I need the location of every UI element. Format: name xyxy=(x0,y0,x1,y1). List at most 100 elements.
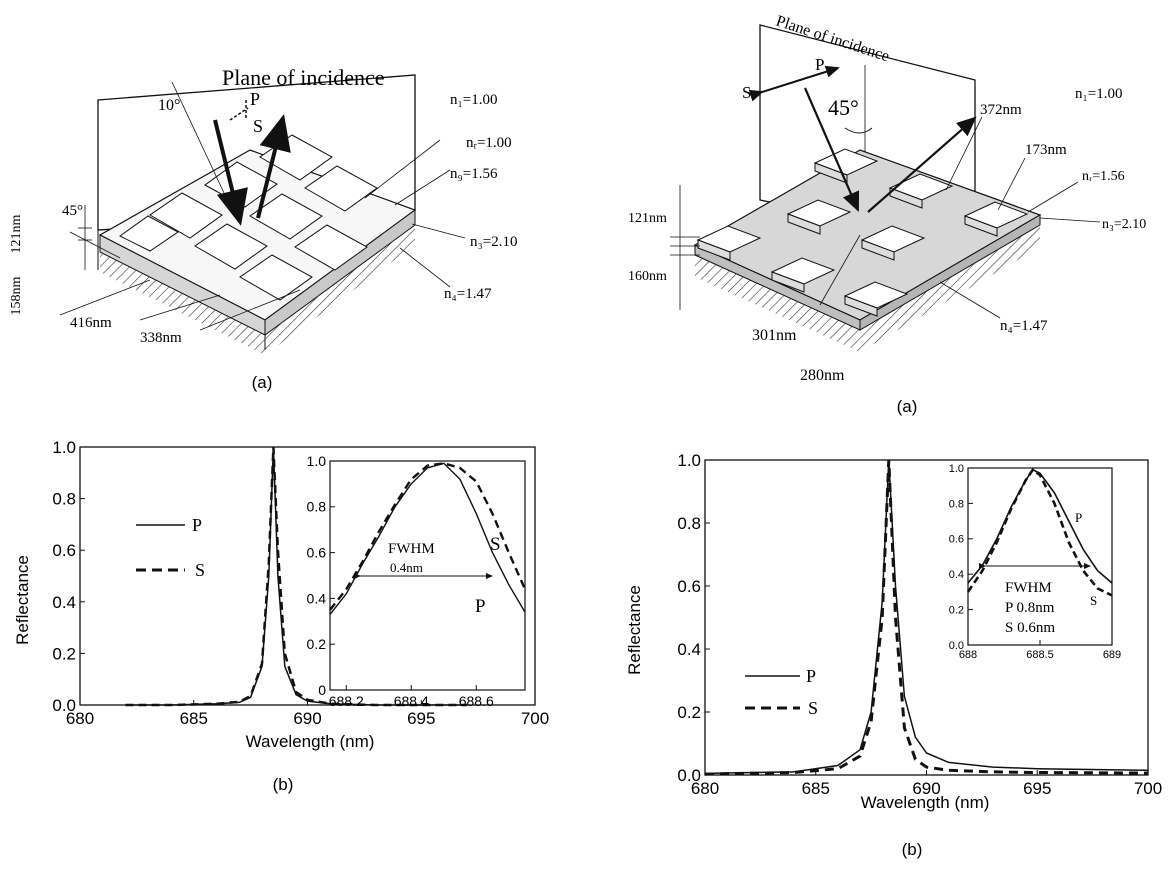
left-caption-b: (b) xyxy=(273,775,294,794)
right-main-ytick-label: 1.0 xyxy=(677,451,701,470)
left-inset-ytick-label: 0.4 xyxy=(307,590,327,606)
left-inset-ytick-label: 1.0 xyxy=(307,453,327,469)
right-caption-b: (b) xyxy=(902,840,923,859)
right-diagram: Plane of incidence P S 45° n₁=1.00 372nm… xyxy=(628,13,1146,416)
right-main-ytick-label: 0.4 xyxy=(677,640,701,659)
left-inset-xtick-label: 688.2 xyxy=(329,693,364,709)
left-angle-side: 45° xyxy=(62,203,83,219)
left-legend-p: P xyxy=(192,515,202,535)
left-n4: n₄=1.47 xyxy=(444,286,492,302)
right-inset-xtick-label: 688 xyxy=(959,649,977,661)
left-inset-xtick-label: 688.6 xyxy=(459,693,494,709)
right-inset-plot-frame xyxy=(967,467,1113,646)
right-pol-s: S xyxy=(742,83,751,102)
right-main-series-s xyxy=(704,459,1149,776)
right-main-ytick-label: 0.8 xyxy=(677,514,701,533)
left-dim-338: 338nm xyxy=(140,330,182,346)
left-pol-s: S xyxy=(253,116,263,136)
left-nr: nᵣ=1.00 xyxy=(466,135,512,151)
right-inset-xtick-label: 688.5 xyxy=(1026,649,1054,661)
right-inset-xtick-label: 689 xyxy=(1103,649,1121,661)
right-n3: n₃=2.10 xyxy=(1102,217,1146,232)
left-dim-121: 121nm xyxy=(9,214,24,253)
right-inset-ytick-label: 0.6 xyxy=(949,534,964,546)
left-dim-158: 158nm xyxy=(9,276,24,315)
left-main-ytick-label: 0.6 xyxy=(52,541,76,560)
left-inset-fwhm: FWHM xyxy=(388,541,435,557)
right-dim-121: 121nm xyxy=(628,211,667,226)
left-plane-label: Plane of incidence xyxy=(222,65,385,90)
left-inset-ytick-label: 0.8 xyxy=(307,499,327,515)
left-inset-ytick-label: 0.2 xyxy=(307,636,327,652)
left-inset-value: 0.4nm xyxy=(390,560,423,575)
left-main-xtick-label: 700 xyxy=(521,709,549,728)
right-main-xtick-label: 700 xyxy=(1134,779,1162,798)
left-incident-beam xyxy=(213,119,248,226)
right-ylabel: Reflectance xyxy=(625,585,644,675)
right-inset-curve-p: P xyxy=(1075,510,1082,525)
left-ng: n₉=1.56 xyxy=(450,166,498,182)
right-inset-ytick-label: 0.8 xyxy=(949,498,964,510)
right-chart-inset: 0.0 0.2 0.4 0.6 0.8 1.0 688 688.5 689 xyxy=(949,463,1121,661)
right-dim-173: 173nm xyxy=(1025,142,1067,158)
left-chart-inset: 0 0.2 0.4 0.6 0.8 1.0 688.2 688.4 688.6 xyxy=(307,453,527,709)
left-inset-series-s xyxy=(329,462,527,611)
right-n4: n₄=1.47 xyxy=(1000,318,1048,334)
right-plane-label: Plane of incidence xyxy=(774,13,892,66)
left-n3: n₃=2.10 xyxy=(470,234,517,250)
right-dim-280: 280nm xyxy=(800,367,845,384)
right-nr: nᵣ=1.56 xyxy=(1082,169,1125,184)
right-main-ytick-label: 0.2 xyxy=(677,703,701,722)
right-dim-301: 301nm xyxy=(752,327,797,344)
left-main-ytick-label: 0.0 xyxy=(52,696,76,715)
left-angle-top: 10° xyxy=(158,97,180,114)
right-legend-s: S xyxy=(808,698,818,718)
right-main-ytick-label: 0.0 xyxy=(677,766,701,785)
left-main-xtick-label: 695 xyxy=(407,709,435,728)
right-pol-p: P xyxy=(815,55,824,74)
right-angle: 45° xyxy=(828,95,859,120)
left-inset-xtick-label: 688.4 xyxy=(394,693,429,709)
right-inset-ytick-label: 1.0 xyxy=(949,463,964,475)
right-inset-s: S 0.6nm xyxy=(1005,620,1055,636)
left-main-xtick-label: 680 xyxy=(66,709,94,728)
left-substrate xyxy=(100,252,265,355)
left-main-ytick-label: 0.2 xyxy=(52,644,76,663)
left-inset-ytick-label: 0.6 xyxy=(307,545,327,561)
right-legend-p: P xyxy=(806,666,816,686)
right-caption-a: (a) xyxy=(897,397,918,416)
left-reflected-beam xyxy=(256,114,291,219)
right-inset-series-s xyxy=(966,467,1113,597)
right-main-xtick-label: 695 xyxy=(1023,779,1051,798)
right-main-xtick-label: 685 xyxy=(802,779,830,798)
right-dim-160: 160nm xyxy=(628,269,667,284)
right-main-xtick-label: 680 xyxy=(691,779,719,798)
left-pol-p: P xyxy=(250,89,260,109)
left-legend-s: S xyxy=(195,560,205,580)
right-n1: n₁=1.00 xyxy=(1075,86,1122,102)
left-inset-s: S xyxy=(490,534,501,555)
right-incident-beam xyxy=(803,87,860,213)
left-ylabel: Reflectance xyxy=(13,555,32,645)
left-dim-416: 416nm xyxy=(70,315,112,331)
right-inset-ytick-label: 0.4 xyxy=(949,569,964,581)
right-main-ytick-label: 0.6 xyxy=(677,577,701,596)
right-main-xtick-label: 690 xyxy=(912,779,940,798)
right-main-series-p xyxy=(704,459,1149,775)
left-main-ytick-label: 0.4 xyxy=(52,593,76,612)
right-dim-372: 372nm xyxy=(980,102,1022,118)
left-inset-p: P xyxy=(475,596,486,617)
right-inset-p: P 0.8nm xyxy=(1005,600,1055,616)
right-inset-series-p xyxy=(967,468,1113,584)
right-reflected-beam xyxy=(867,116,977,213)
left-main-xtick-label: 690 xyxy=(293,709,321,728)
left-main-ytick-label: 0.8 xyxy=(52,490,76,509)
right-xlabel: Wavelength (nm) xyxy=(861,793,990,812)
left-main-xtick-label: 685 xyxy=(180,709,208,728)
right-inset-curve-s: S xyxy=(1090,593,1097,608)
left-main-series-s xyxy=(125,446,467,707)
right-inset-fwhm: FWHM xyxy=(1005,580,1052,596)
left-main-ytick-label: 1.0 xyxy=(52,438,76,457)
right-inset-ytick-label: 0.0 xyxy=(949,640,964,652)
